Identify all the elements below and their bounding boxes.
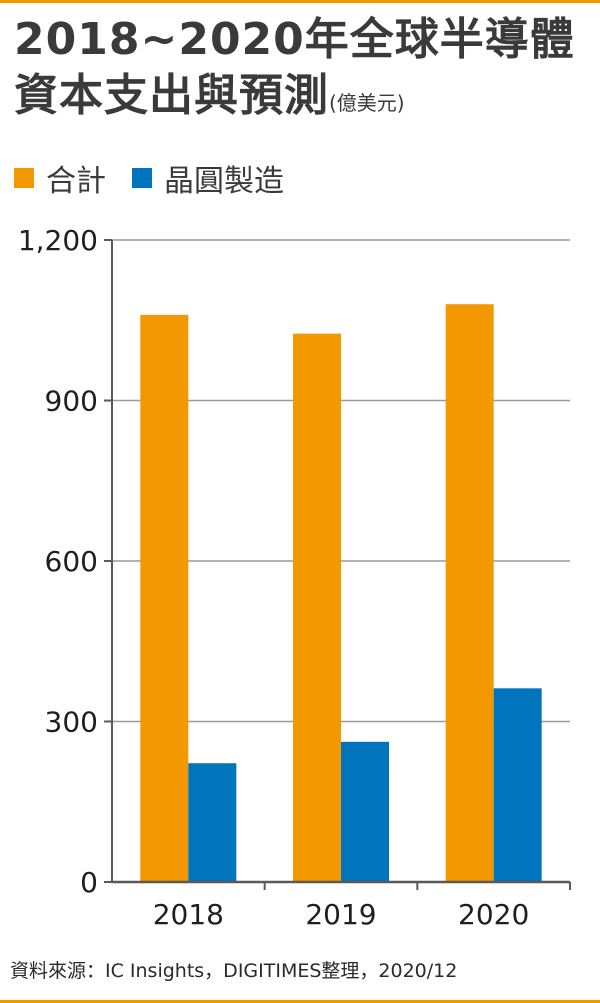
legend-swatch-fab <box>132 168 152 188</box>
bar-total-2020 <box>445 304 494 882</box>
bar-fab-2020 <box>493 688 542 882</box>
y-tick-label: 300 <box>45 706 98 739</box>
chart-title: 2018~2020年全球半導體 資本支出與預測(億美元) <box>14 12 594 131</box>
axis-layer <box>104 239 571 890</box>
chart-title-line1: 2018~2020年全球半導體 <box>14 14 575 65</box>
top-accent-rule <box>0 0 600 3</box>
bottom-accent-rule <box>0 1000 600 1003</box>
legend-label-total: 合計 <box>46 164 106 199</box>
chart-unit-label: (億美元) <box>329 91 405 115</box>
x-tick-label: 2019 <box>305 898 376 931</box>
bar-fab-2019 <box>341 741 389 882</box>
chart-legend: 合計 晶圓製造 <box>14 156 310 200</box>
y-tick-label: 900 <box>45 385 98 418</box>
bar-total-2019 <box>293 333 341 882</box>
source-note: 資料來源：IC Insights，DIGITIMES整理，2020/12 <box>10 960 458 982</box>
legend-label-fab: 晶圓製造 <box>164 164 284 199</box>
x-tick-label: 2018 <box>153 898 224 931</box>
bar-layer <box>140 304 542 882</box>
x-tick-label: 2020 <box>458 898 529 931</box>
label-layer: 0 300 600 900 1,200 2018 2019 2020 <box>18 224 529 931</box>
bar-total-2018 <box>140 314 189 882</box>
legend-item-total: 合計 <box>14 156 106 200</box>
chart-title-line2: 資本支出與預測(億美元) <box>14 68 594 131</box>
y-tick-label: 0 <box>80 866 98 899</box>
bar-fab-2018 <box>188 763 237 882</box>
y-tick-label: 600 <box>45 545 98 578</box>
y-tick-label: 1,200 <box>18 224 98 257</box>
legend-swatch-total <box>14 168 34 188</box>
chart-title-line2-text: 資本支出與預測 <box>14 70 329 121</box>
legend-item-fab: 晶圓製造 <box>132 156 284 200</box>
